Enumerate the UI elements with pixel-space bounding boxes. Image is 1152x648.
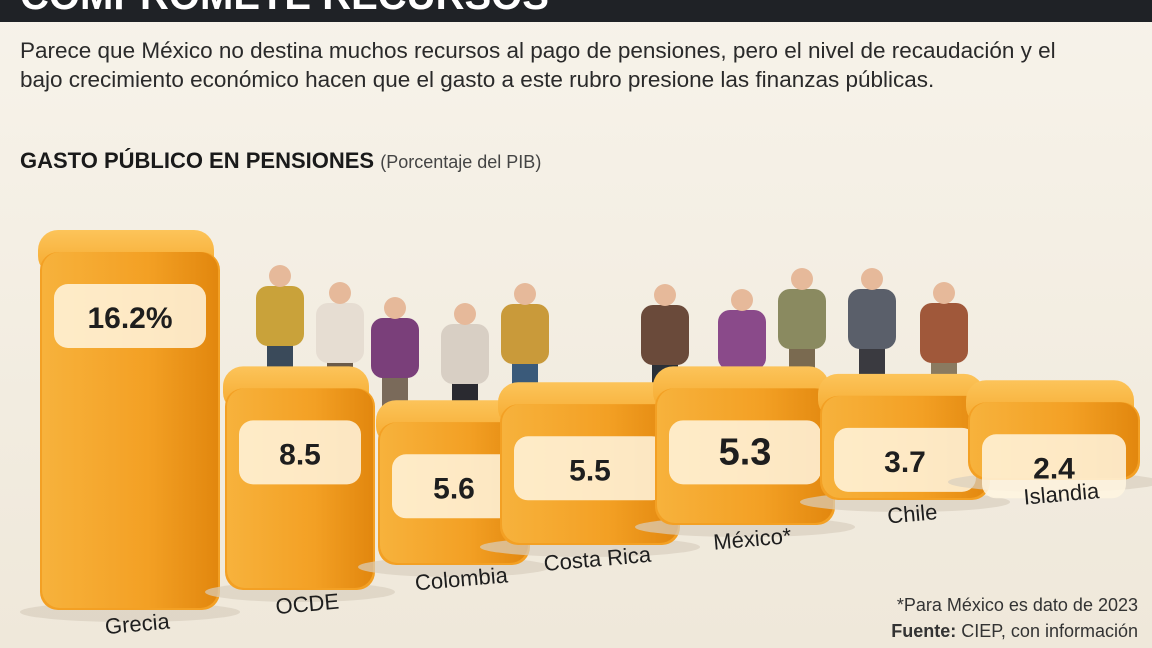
value-label-bg <box>669 420 821 485</box>
value-label-bg <box>392 454 516 519</box>
person-body <box>371 318 419 378</box>
footnote: *Para México es dato de 2023 <box>896 595 1138 615</box>
value-label: 5.6 <box>433 472 475 505</box>
person-head <box>384 297 406 319</box>
value-label: 8.5 <box>279 438 321 471</box>
person-head <box>454 303 476 325</box>
person-head <box>731 289 753 311</box>
banner: COMPROMETE RECURSOS <box>0 0 1152 22</box>
source: Fuente: CIEP, con información <box>891 618 1138 644</box>
x-tick-label: Chile <box>886 499 938 528</box>
person-body <box>920 303 968 363</box>
person-head <box>269 265 291 287</box>
value-label-bg <box>54 284 206 348</box>
bar-face <box>227 388 373 588</box>
person-body <box>441 324 489 384</box>
person-body <box>641 305 689 365</box>
x-tick-label: Grecia <box>104 608 171 639</box>
value-label: 16.2% <box>87 302 172 335</box>
subtitle: Parece que México no destina muchos recu… <box>20 38 1056 92</box>
value-label-bg <box>982 434 1126 499</box>
value-label: 5.5 <box>569 454 611 487</box>
person-body <box>718 310 766 370</box>
person-head <box>933 282 955 304</box>
person-head <box>329 282 351 304</box>
banner-title: COMPROMETE RECURSOS <box>20 0 549 19</box>
unit-note: (Porcentaje del PIB) <box>380 152 542 172</box>
source-text: CIEP, con información <box>961 621 1138 641</box>
person-body <box>778 289 826 349</box>
person-head <box>861 268 883 290</box>
x-tick-label: OCDE <box>275 589 340 619</box>
person-body <box>501 304 549 364</box>
value-label-bg <box>514 436 666 501</box>
person-head <box>654 284 676 306</box>
source-label: Fuente: <box>891 621 957 641</box>
value-label-bg <box>239 420 361 485</box>
chart-heading: GASTO PÚBLICO EN PENSIONES (Porcentaje d… <box>20 148 541 174</box>
x-tick-label: Islandia <box>1022 478 1100 510</box>
person-body <box>256 286 304 346</box>
footer: *Para México es dato de 2023 Fuente: CIE… <box>891 592 1138 644</box>
person-head <box>791 268 813 290</box>
value-label: 5.3 <box>719 431 772 473</box>
person-body <box>316 303 364 363</box>
chart-title: GASTO PÚBLICO EN PENSIONES <box>20 148 375 173</box>
person-head <box>514 283 536 305</box>
person-body <box>848 289 896 349</box>
value-label-bg <box>834 427 976 492</box>
value-label: 2.4 <box>1033 452 1075 485</box>
value-label: 3.7 <box>884 446 926 479</box>
